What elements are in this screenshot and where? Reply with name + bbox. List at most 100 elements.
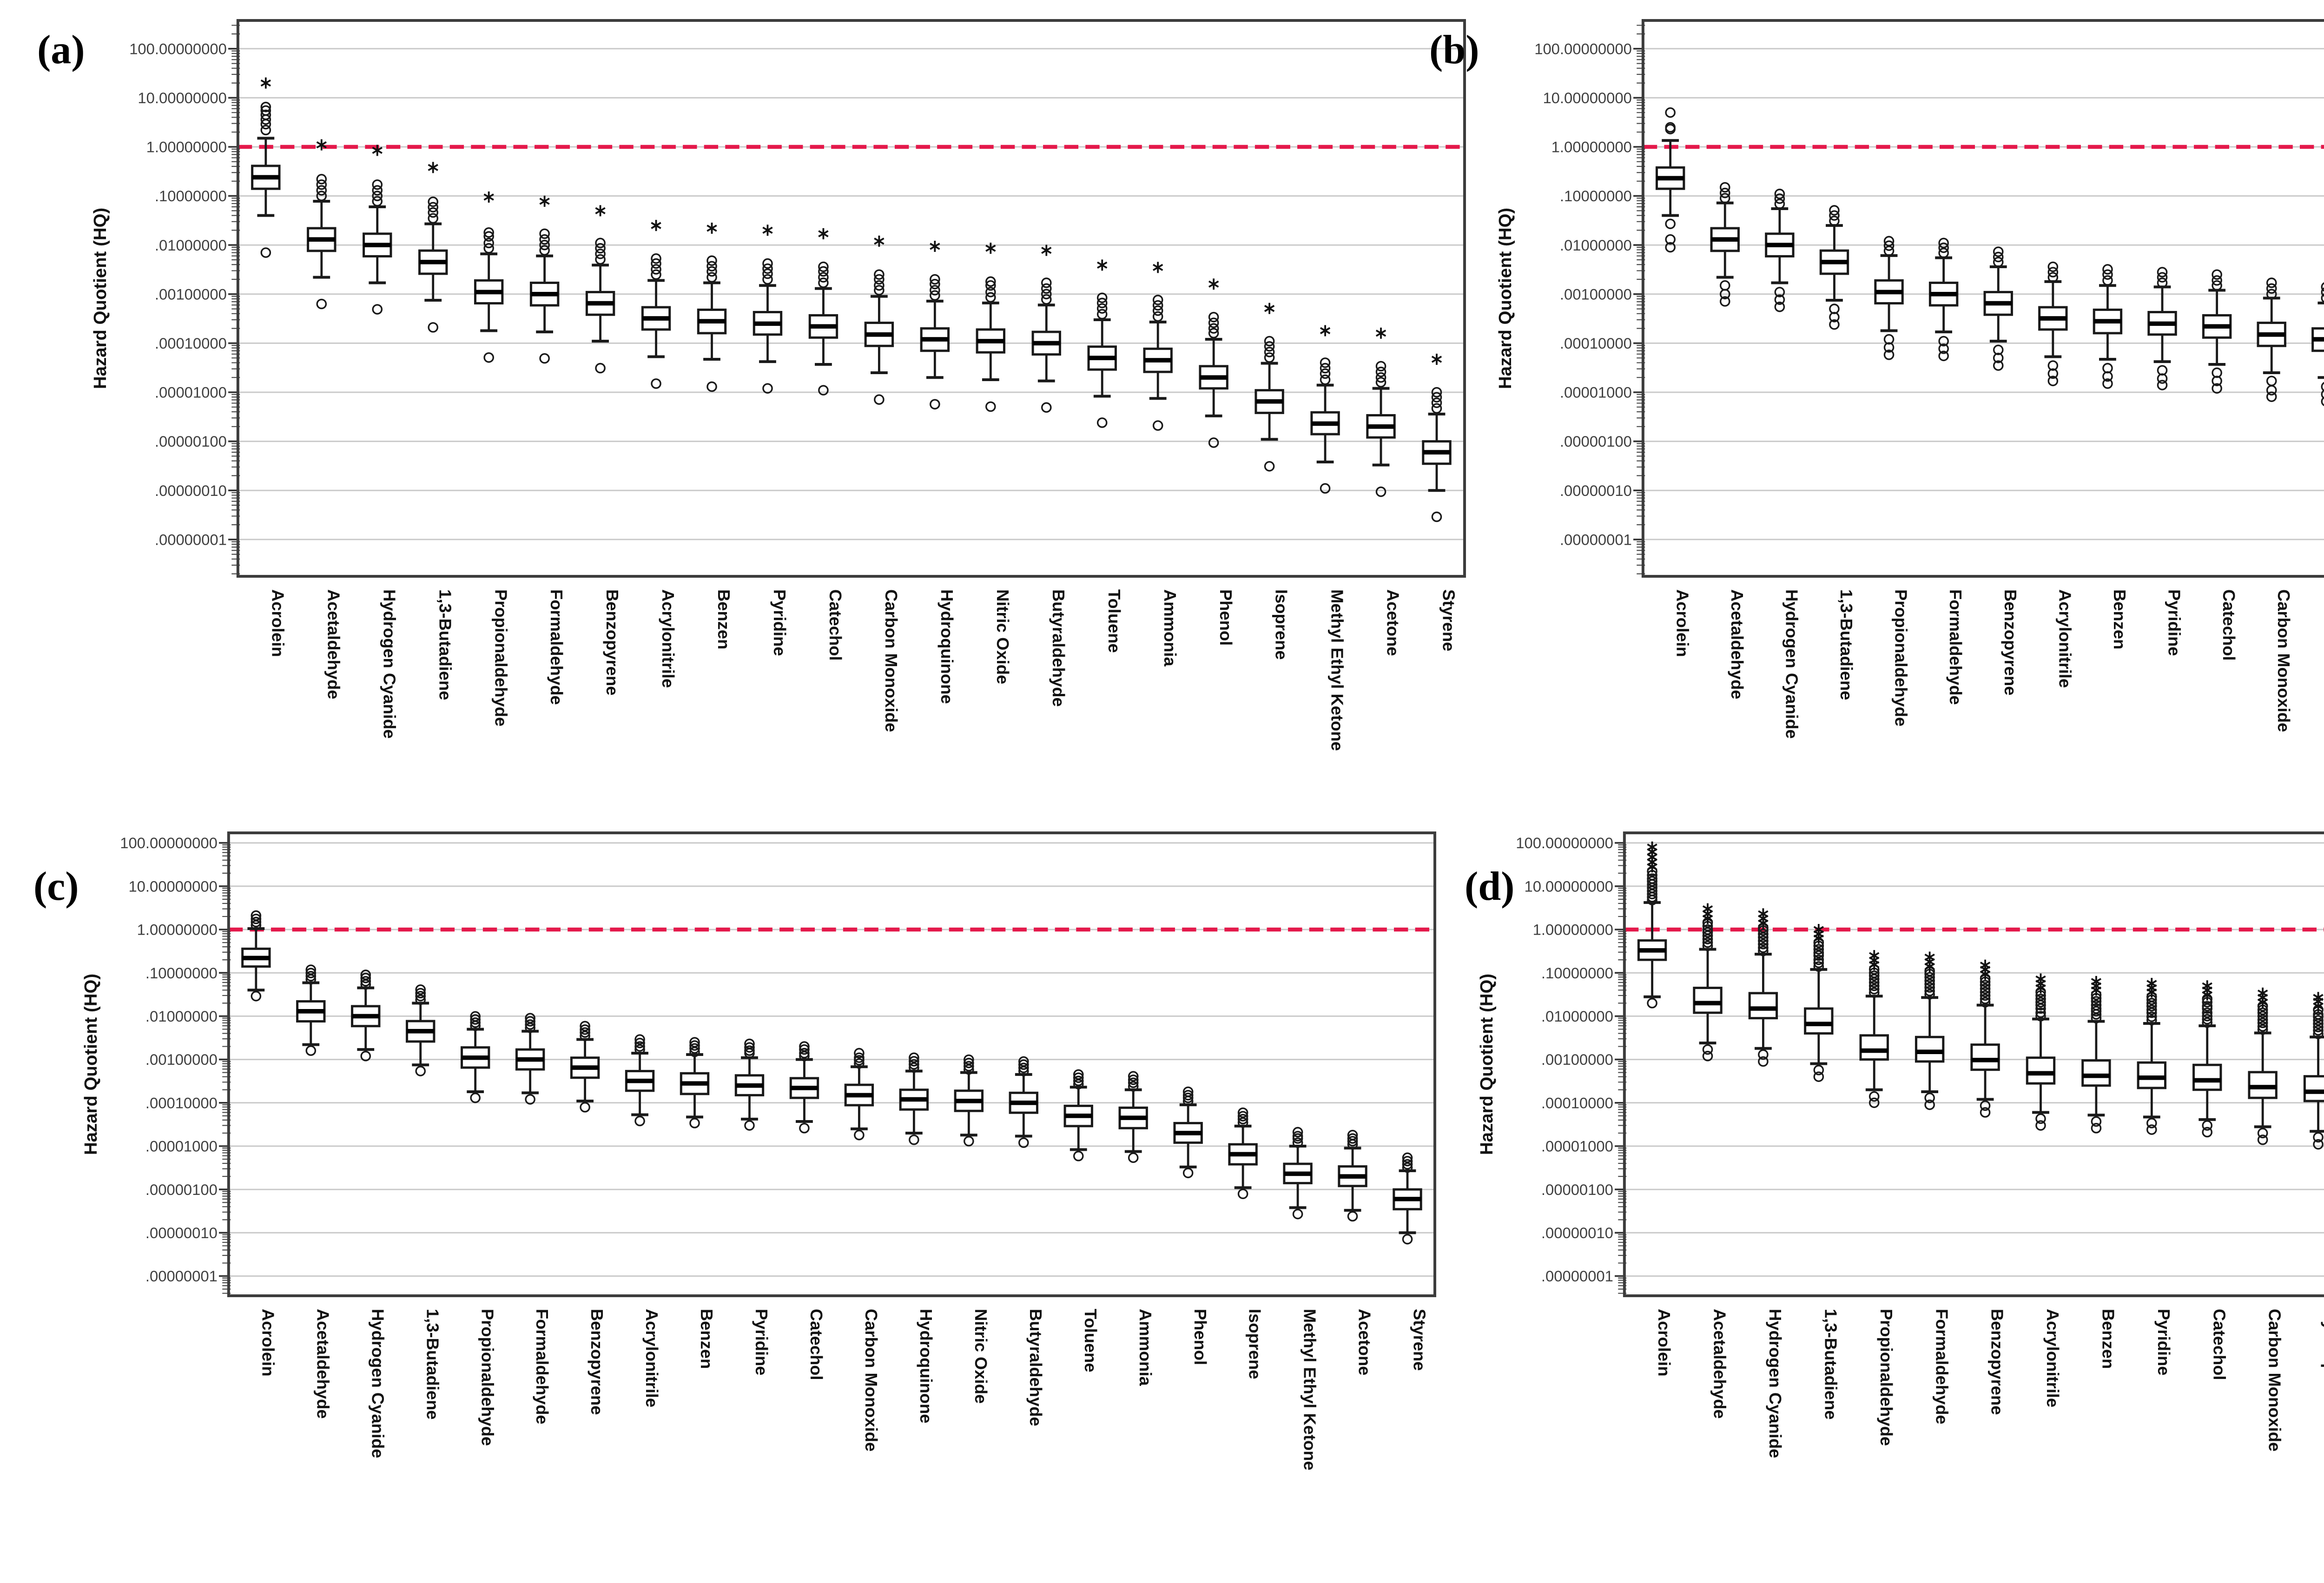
plot-background (228, 833, 1435, 1296)
outlier-circle (372, 191, 383, 201)
outlier-circle-low (1431, 511, 1442, 522)
outlier-circle (1980, 987, 1991, 997)
outlier-circle (762, 274, 773, 285)
outlier-circle (1719, 187, 1730, 198)
outlier-circle (1237, 1111, 1248, 1121)
x-category-label: Pyridine (2154, 1309, 2173, 1376)
outlier-circle-low (1375, 486, 1386, 497)
outlier-circle (580, 1021, 590, 1032)
outlier-circle (1347, 1129, 1358, 1141)
outlier-circle-low (1182, 1167, 1194, 1179)
outlier-circle-low (2257, 1134, 2268, 1145)
x-category-label: Propionaldehyde (1892, 589, 1911, 726)
outlier-circle (1237, 1107, 1248, 1118)
y-tick-label: 1.00000000 (137, 921, 218, 938)
outlier-circle (1993, 246, 2004, 257)
outlier-circle-low (2102, 371, 2113, 382)
iqr-box (1693, 987, 1723, 1014)
outlier-circle-low (985, 401, 996, 412)
outlier-circle (1320, 357, 1331, 368)
outlier-circle-low (634, 1115, 645, 1127)
outlier-circle (260, 109, 271, 120)
outlier-circle-low (1813, 1071, 1824, 1082)
outlier-circle (1208, 328, 1219, 339)
y-tick-label: .10000000 (155, 187, 227, 204)
boxplot-propionaldehyde (1874, 236, 1904, 360)
boxplot-acetaldehyde (1693, 903, 1723, 1062)
outlier-circle (2035, 1011, 2046, 1022)
outlier-circle (2212, 275, 2222, 286)
outlier-circle (1993, 257, 2004, 268)
outlier-circle (2321, 282, 2324, 292)
outlier-circle-low (818, 385, 829, 396)
boxplot-carbon-monoxide (2248, 987, 2278, 1145)
outlier-circle (1096, 297, 1108, 309)
boxplot-hydrogen-cyanide (1765, 188, 1795, 312)
outlier-circle-low (1774, 301, 1785, 312)
boxplot-toluene (1087, 259, 1117, 428)
iqr-box (2192, 1063, 2222, 1091)
x-category-label: Acrylonitrile (2043, 1309, 2062, 1407)
outlier-circle (1980, 983, 1991, 994)
x-category-label: Toluene (1105, 589, 1124, 653)
outlier-circle-low (2202, 1120, 2213, 1131)
x-category-label: Benzen (2110, 589, 2129, 649)
outlier-circle (1018, 1059, 1029, 1070)
outlier-circle (1237, 1114, 1248, 1125)
x-category-label: Acrylonitrile (2055, 589, 2074, 688)
panel-letter: (b) (1429, 27, 1479, 73)
y-tick-label: .10000000 (1541, 964, 1613, 982)
extreme-asterisk (1813, 924, 1824, 935)
outlier-circle-low (1647, 998, 1657, 1009)
plot-border (1641, 19, 2324, 578)
outlier-circle-low (2091, 1123, 2102, 1134)
y-axis-title: Hazard Quotient (HQ) (1477, 974, 1497, 1155)
x-category-label: Propionaldehyde (478, 1309, 497, 1446)
y-tick-label: .01000000 (145, 1008, 218, 1025)
outlier-circle (360, 976, 371, 987)
outlier-circle (651, 264, 661, 275)
outlier-circle (2266, 283, 2277, 294)
y-tick-label: .00001000 (1560, 384, 1632, 401)
outlier-circle (2091, 996, 2102, 1007)
x-category-label: Catechol (2210, 1309, 2229, 1380)
outlier-circle (744, 1038, 755, 1049)
boxplot-acetaldehyde (296, 964, 326, 1056)
y-tick-label: .01000000 (155, 237, 227, 254)
outlier-circle (1813, 947, 1824, 958)
outlier-circle (1938, 237, 1949, 249)
y-tick-label: 10.00000000 (1543, 89, 1631, 106)
iqr-box (2026, 1056, 2056, 1085)
outlier-circle (1402, 1162, 1413, 1173)
y-axis-title: Hazard Quotient (HQ) (1495, 208, 1515, 389)
x-category-label: Carbon Monoxide (2265, 1309, 2284, 1451)
outlier-circle-low (1018, 1137, 1029, 1148)
outlier-circle-low (1719, 296, 1730, 307)
outlier-circle (525, 1013, 535, 1023)
boxplot-hydrogen-cyanide (363, 145, 392, 315)
outlier-circle (1152, 295, 1163, 305)
x-category-label: Pyridine (2165, 589, 2184, 656)
outlier-circle (1320, 363, 1331, 374)
outlier-circle (2321, 293, 2324, 303)
outlier-circle-low (1829, 311, 1840, 323)
x-category-label: Hydrogen Cyanide (380, 589, 399, 739)
outlier-circle (1264, 352, 1275, 363)
outlier-circle (2047, 272, 2059, 283)
outlier-circle (1292, 1137, 1303, 1148)
extreme-asterisk (1869, 950, 1880, 962)
plot-background (1643, 20, 2324, 576)
x-category-label: Propionaldehyde (491, 589, 510, 726)
boxplot-acrolein (241, 910, 271, 1002)
y-tick-label: .00000100 (1560, 433, 1632, 450)
outlier-circle (2047, 261, 2059, 272)
outlier-circle (1665, 122, 1676, 133)
extreme-asterisk (1208, 278, 1219, 290)
y-tick-label: .00000001 (1560, 531, 1632, 548)
outlier-circle (651, 253, 661, 264)
outlier-circle (874, 274, 885, 285)
outlier-circle-low (1702, 1044, 1713, 1055)
extreme-asterisk (1264, 303, 1275, 314)
outlier-circle (2202, 1014, 2213, 1025)
